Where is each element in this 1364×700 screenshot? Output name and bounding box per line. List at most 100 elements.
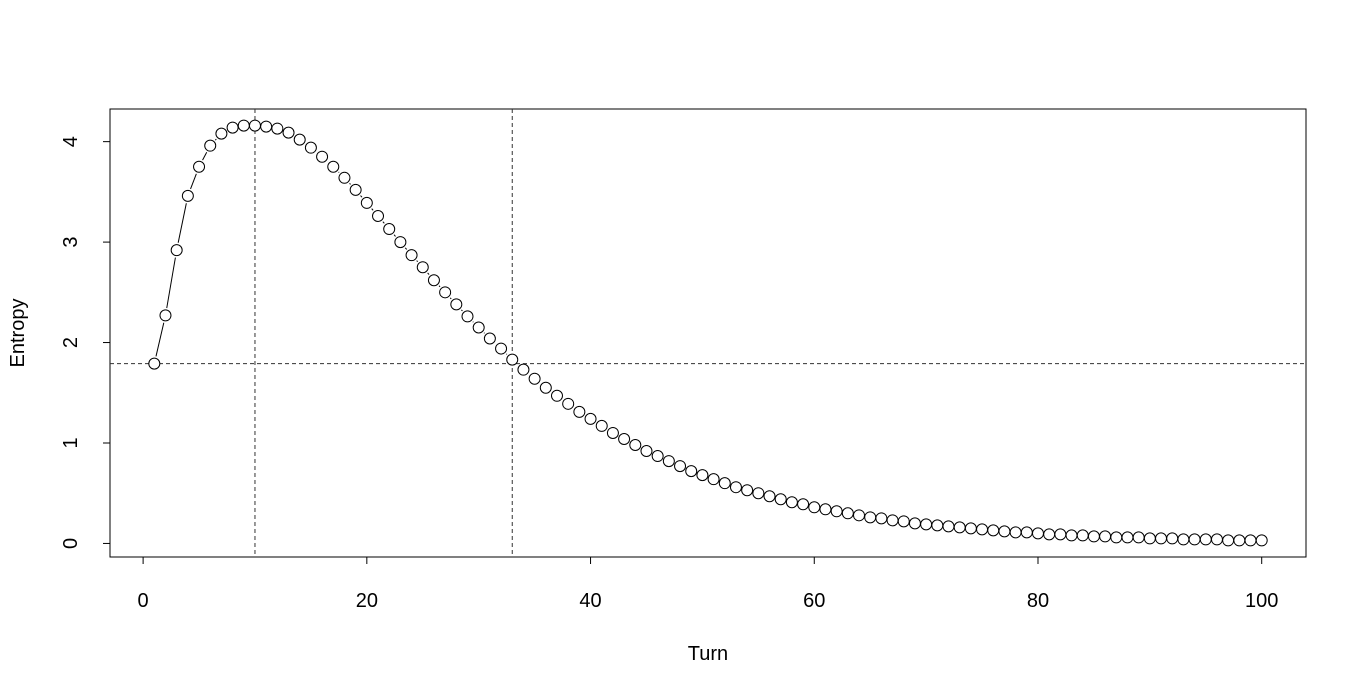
plot-frame — [110, 109, 1306, 557]
point — [507, 354, 518, 365]
connector — [473, 322, 474, 323]
point — [417, 262, 428, 273]
point — [1122, 532, 1133, 543]
point — [305, 142, 316, 153]
point — [1044, 529, 1055, 540]
x-axis-label: Turn — [688, 643, 728, 665]
point — [194, 161, 205, 172]
point — [227, 122, 238, 133]
point — [551, 390, 562, 401]
point — [675, 461, 686, 472]
point — [820, 504, 831, 515]
point — [1077, 530, 1088, 541]
point — [854, 510, 865, 521]
point — [921, 519, 932, 530]
connector — [203, 152, 207, 160]
point — [1211, 534, 1222, 545]
point — [619, 433, 630, 444]
point — [484, 333, 495, 344]
point — [909, 518, 920, 529]
point — [798, 499, 809, 510]
point — [563, 398, 574, 409]
point — [697, 470, 708, 481]
point — [182, 190, 193, 201]
point — [339, 172, 350, 183]
point — [1189, 534, 1200, 545]
y-tick-label: 2 — [60, 337, 82, 348]
connector — [461, 310, 462, 311]
point — [574, 406, 585, 417]
point — [1234, 535, 1245, 546]
point — [775, 494, 786, 505]
point — [529, 373, 540, 384]
x-tick-label: 20 — [356, 590, 378, 612]
point — [540, 382, 551, 393]
connector — [167, 258, 176, 309]
y-tick-label: 4 — [60, 136, 82, 147]
point — [171, 245, 182, 256]
x-tick-label: 80 — [1027, 590, 1049, 612]
point — [249, 120, 260, 131]
connector — [506, 354, 507, 355]
point — [473, 322, 484, 333]
x-tick-label: 100 — [1245, 590, 1278, 612]
point — [238, 120, 249, 131]
y-tick-label: 1 — [60, 437, 82, 448]
point — [954, 522, 965, 533]
point — [261, 121, 272, 132]
connector — [484, 333, 485, 334]
point — [428, 275, 439, 286]
point — [160, 310, 171, 321]
point — [607, 427, 618, 438]
point — [932, 520, 943, 531]
point — [943, 521, 954, 532]
point — [205, 140, 216, 151]
point — [1021, 527, 1032, 538]
point — [842, 508, 853, 519]
point — [294, 134, 305, 145]
point — [1010, 527, 1021, 538]
connector — [450, 298, 451, 299]
connector — [191, 174, 197, 189]
point — [361, 197, 372, 208]
point — [585, 413, 596, 424]
point — [1088, 531, 1099, 542]
connector — [428, 273, 429, 275]
point — [898, 516, 909, 527]
point — [1144, 533, 1155, 544]
connector — [361, 196, 362, 198]
x-tick-label: 0 — [138, 590, 149, 612]
point — [686, 466, 697, 477]
point — [1178, 534, 1189, 545]
connector — [178, 203, 186, 243]
point — [216, 128, 227, 139]
point — [764, 491, 775, 502]
connector — [405, 248, 406, 250]
connector — [417, 261, 418, 262]
point — [462, 311, 473, 322]
point — [1066, 530, 1077, 541]
point — [708, 474, 719, 485]
point — [1032, 528, 1043, 539]
point — [742, 485, 753, 496]
point — [328, 161, 339, 172]
point — [1055, 529, 1066, 540]
x-tick-label: 40 — [579, 590, 601, 612]
point — [518, 364, 529, 375]
point — [630, 440, 641, 451]
connector — [372, 209, 373, 211]
point — [317, 151, 328, 162]
point — [641, 446, 652, 457]
point — [730, 482, 741, 493]
point — [1100, 531, 1111, 542]
point — [663, 456, 674, 467]
point — [1223, 535, 1234, 546]
point — [786, 497, 797, 508]
point — [988, 525, 999, 536]
connector — [439, 286, 440, 287]
point — [753, 488, 764, 499]
connector — [215, 139, 216, 140]
point — [149, 358, 160, 369]
point — [719, 478, 730, 489]
point — [451, 299, 462, 310]
